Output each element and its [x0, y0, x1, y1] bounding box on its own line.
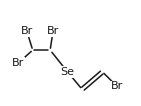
- Text: Se: Se: [61, 67, 75, 77]
- Text: Br: Br: [21, 26, 33, 36]
- Text: Br: Br: [47, 26, 59, 36]
- Text: Br: Br: [12, 58, 24, 68]
- Text: Br: Br: [111, 81, 123, 91]
